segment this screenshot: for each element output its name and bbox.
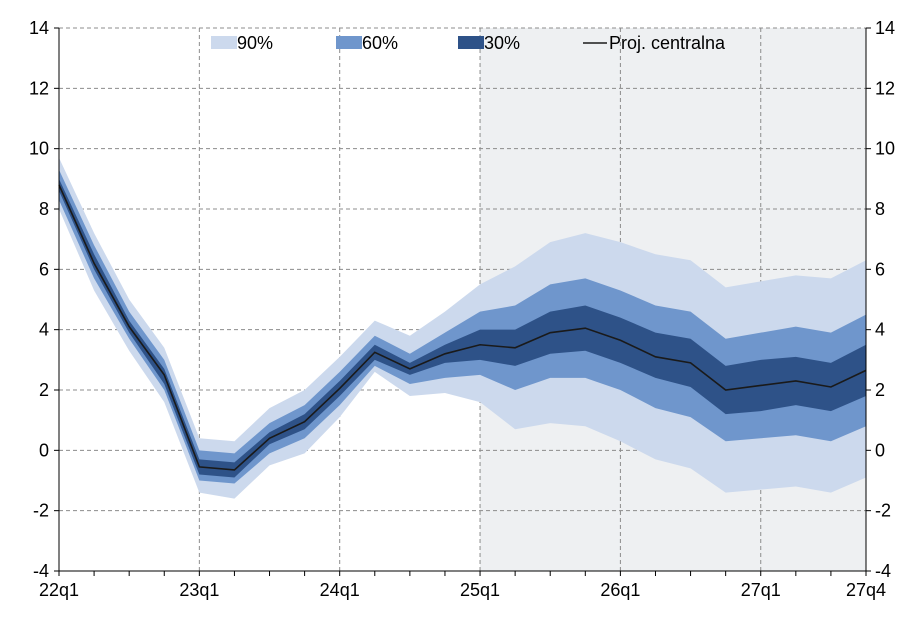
legend-swatch — [211, 36, 237, 49]
band-60 — [59, 169, 866, 484]
fan-bands — [59, 157, 866, 499]
x-tick-label: 22q1 — [39, 580, 79, 600]
y-tick-label-right: -2 — [875, 501, 891, 521]
legend-label: 90% — [237, 33, 273, 53]
x-tick-label: 24q1 — [320, 580, 360, 600]
legend-label: 30% — [484, 33, 520, 53]
legend-swatch — [458, 36, 484, 49]
y-tick-label-right: 6 — [875, 259, 885, 279]
y-axis-left-ticks: -4 -2 0 2 4 6 8 10 12 14 — [29, 18, 59, 581]
y-tick-label-left: 6 — [39, 259, 49, 279]
y-tick-label-right: 4 — [875, 320, 885, 340]
central-line-layer — [58, 184, 867, 471]
y-tick-label-right: 10 — [875, 139, 895, 159]
y-tick-label-right: 0 — [875, 440, 885, 460]
legend: 90% 60% 30% Proj. centralna — [211, 33, 726, 53]
legend-label: Proj. centralna — [609, 33, 726, 53]
y-tick-label-left: 12 — [29, 78, 49, 98]
y-tick-label-right: 12 — [875, 78, 895, 98]
x-tick-label: 26q1 — [600, 580, 640, 600]
x-tick-label: 23q1 — [179, 580, 219, 600]
y-tick-label-left: 2 — [39, 380, 49, 400]
central-projection-line — [58, 184, 867, 471]
y-tick-label-left: 8 — [39, 199, 49, 219]
y-tick-label-left: 10 — [29, 139, 49, 159]
y-tick-label-left: -4 — [33, 561, 49, 581]
y-axis-right-ticks: -4 -2 0 2 4 6 8 10 12 14 — [866, 18, 895, 581]
legend-label: 60% — [362, 33, 398, 53]
y-tick-label-right: -4 — [875, 561, 891, 581]
y-tick-label-left: -2 — [33, 501, 49, 521]
axes — [58, 28, 867, 572]
y-tick-label-left: 4 — [39, 320, 49, 340]
y-tick-label-left: 14 — [29, 18, 49, 38]
y-tick-label-right: 8 — [875, 199, 885, 219]
x-tick-label: 25q1 — [460, 580, 500, 600]
legend-swatch — [336, 36, 362, 49]
y-tick-label-right: 14 — [875, 18, 895, 38]
y-tick-label-right: 2 — [875, 380, 885, 400]
x-tick-label: 27q1 — [741, 580, 781, 600]
y-tick-label-left: 0 — [39, 440, 49, 460]
x-axis-ticks: 22q1 23q1 24q1 25q1 26q1 27q1 27q4 — [39, 571, 886, 600]
x-tick-label: 27q4 — [846, 580, 886, 600]
